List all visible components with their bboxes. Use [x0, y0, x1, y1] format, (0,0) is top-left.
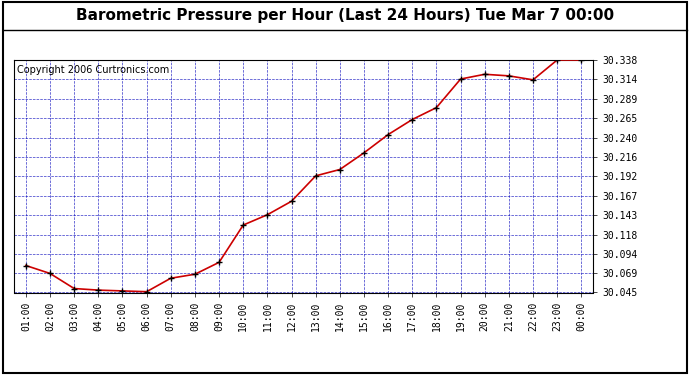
Text: Copyright 2006 Curtronics.com: Copyright 2006 Curtronics.com: [17, 64, 169, 75]
FancyBboxPatch shape: [3, 2, 687, 30]
Text: Barometric Pressure per Hour (Last 24 Hours) Tue Mar 7 00:00: Barometric Pressure per Hour (Last 24 Ho…: [76, 9, 614, 23]
